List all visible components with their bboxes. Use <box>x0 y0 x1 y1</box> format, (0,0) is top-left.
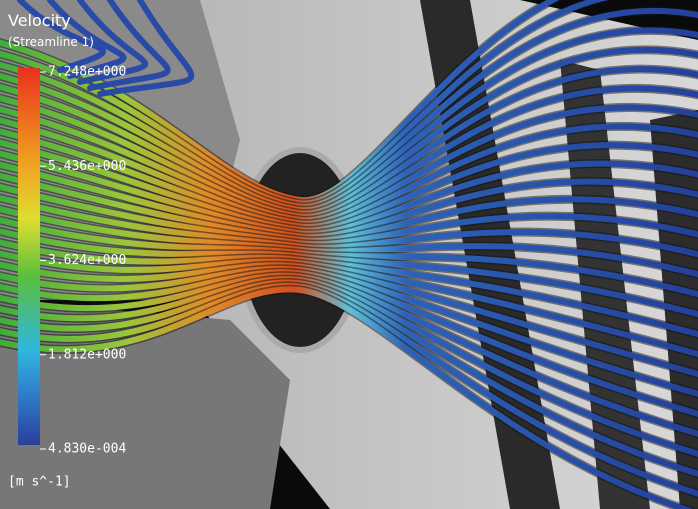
recirculation-line <box>17 0 106 73</box>
tick-label: 4.830e-004 <box>48 442 126 457</box>
recirculation-line <box>47 0 127 79</box>
legend-title: Velocity <box>8 11 71 30</box>
recirculation-line <box>97 0 195 97</box>
streamline <box>0 286 694 509</box>
tick-label: 1.812e+000 <box>48 347 126 362</box>
tick-label: 7.248e+000 <box>48 65 126 80</box>
color-bar <box>18 68 40 445</box>
recirculation-line <box>77 0 148 85</box>
tick-label: 3.624e+000 <box>48 253 126 268</box>
legend-subtitle: (Streamline 1) <box>8 35 94 49</box>
legend-unit: [m s^-1] <box>8 475 71 490</box>
recirculation-line <box>87 0 171 91</box>
tick-label: 5.436e+000 <box>48 159 126 174</box>
legend-ticks: 7.248e+000 5.436e+000 3.624e+000 1.812e+000… <box>40 65 126 457</box>
